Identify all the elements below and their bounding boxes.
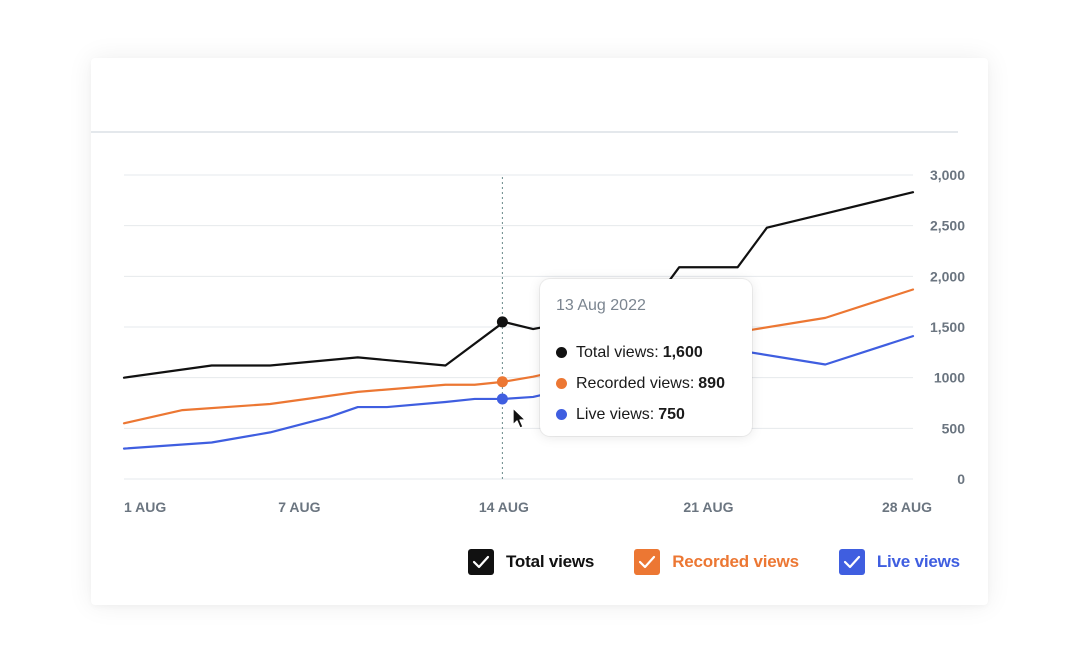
series-line (122, 335, 915, 450)
check-icon[interactable] (468, 549, 494, 575)
legend-toggle-recorded-views[interactable]: Recorded views (634, 549, 799, 575)
tooltip-label: Recorded views: (576, 374, 695, 392)
data-point (496, 393, 508, 405)
y-axis-ticks: 3,000 2,500 2,000 1,500 1000 500 0 (930, 167, 965, 487)
recorded-dot-icon (556, 378, 567, 389)
y-tick-label: 2,500 (930, 218, 965, 234)
y-tick-label: 500 (942, 420, 966, 436)
tooltip-value: 890 (698, 374, 725, 392)
tooltip-label: Total views: (576, 343, 659, 361)
tooltip-row-live: Live views: 750 (556, 399, 736, 430)
x-tick-label: 1 AUG (124, 499, 166, 515)
live-dot-icon (556, 409, 567, 420)
y-tick-label: 3,000 (930, 167, 965, 183)
y-tick-label: 2,000 (930, 268, 965, 284)
tooltip-value: 750 (658, 405, 685, 423)
x-tick-label: 7 AUG (278, 499, 320, 515)
tooltip-value: 1,600 (662, 343, 703, 361)
grid-lines (124, 174, 913, 480)
tooltip-row-total: Total views: 1,600 (556, 337, 736, 368)
x-tick-label: 28 AUG (882, 499, 932, 515)
legend-toggle-total-views[interactable]: Total views (468, 549, 594, 575)
series-line (122, 191, 915, 379)
total-dot-icon (556, 347, 567, 358)
x-axis-ticks: 1 AUG 7 AUG 14 AUG 21 AUG 28 AUG (124, 499, 932, 515)
check-icon[interactable] (838, 549, 865, 575)
hover-markers (496, 316, 508, 405)
series-line (122, 288, 915, 425)
chart-card (91, 58, 988, 605)
hover-tooltip: 13 Aug 2022 Total views: 1,600 Recorded … (540, 279, 752, 436)
y-tick-label: 0 (957, 471, 965, 487)
y-tick-label: 1000 (934, 370, 965, 386)
tooltip-date: 13 Aug 2022 (556, 297, 646, 314)
legend-label: Live views (876, 552, 960, 571)
legend-label: Total views (506, 552, 595, 571)
header-divider (91, 131, 958, 133)
legend-label: Recorded views (672, 552, 799, 571)
legend-toggle-live-views[interactable]: Live views (838, 549, 960, 575)
data-point (496, 316, 508, 328)
check-icon[interactable] (634, 549, 661, 575)
y-tick-label: 1,500 (930, 319, 965, 335)
tooltip-row-recorded: Recorded views: 890 (556, 368, 736, 399)
x-tick-label: 14 AUG (479, 499, 529, 515)
chart-legend: Total views Recorded views Live views (468, 549, 960, 575)
x-tick-label: 21 AUG (683, 499, 733, 515)
mouse-cursor-icon (512, 407, 527, 429)
data-point (496, 376, 508, 388)
tooltip-label: Live views: (576, 405, 655, 423)
